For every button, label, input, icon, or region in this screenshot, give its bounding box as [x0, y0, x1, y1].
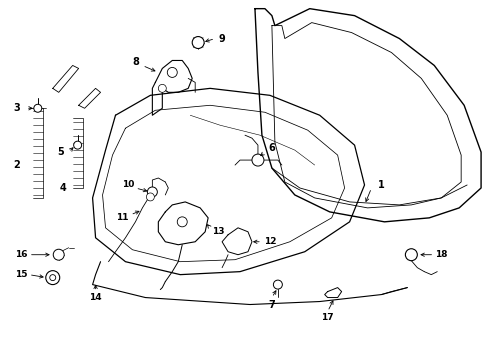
Circle shape — [273, 280, 282, 289]
Text: 14: 14 — [89, 293, 102, 302]
Text: 3: 3 — [14, 103, 20, 113]
Text: 4: 4 — [59, 183, 66, 193]
Text: 2: 2 — [14, 160, 20, 170]
Circle shape — [251, 154, 264, 166]
Circle shape — [177, 217, 187, 227]
Circle shape — [405, 249, 416, 261]
Circle shape — [146, 193, 154, 201]
Circle shape — [192, 37, 203, 49]
Text: 1: 1 — [377, 180, 384, 190]
Circle shape — [147, 187, 157, 197]
Text: 6: 6 — [268, 143, 275, 153]
Circle shape — [74, 141, 81, 149]
Text: 13: 13 — [211, 227, 224, 236]
Circle shape — [34, 104, 41, 112]
Circle shape — [167, 67, 177, 77]
Text: 8: 8 — [132, 58, 139, 67]
Text: 7: 7 — [268, 300, 275, 310]
Text: 15: 15 — [15, 270, 27, 279]
Text: 16: 16 — [15, 250, 27, 259]
Text: 5: 5 — [57, 147, 64, 157]
Text: 18: 18 — [434, 250, 447, 259]
Text: 9: 9 — [218, 33, 225, 44]
Circle shape — [158, 84, 166, 92]
Text: 12: 12 — [263, 237, 276, 246]
Circle shape — [46, 271, 60, 285]
Text: 17: 17 — [321, 313, 333, 322]
Circle shape — [50, 275, 56, 280]
Text: 11: 11 — [116, 213, 128, 222]
Circle shape — [53, 249, 64, 260]
Text: 10: 10 — [122, 180, 134, 189]
